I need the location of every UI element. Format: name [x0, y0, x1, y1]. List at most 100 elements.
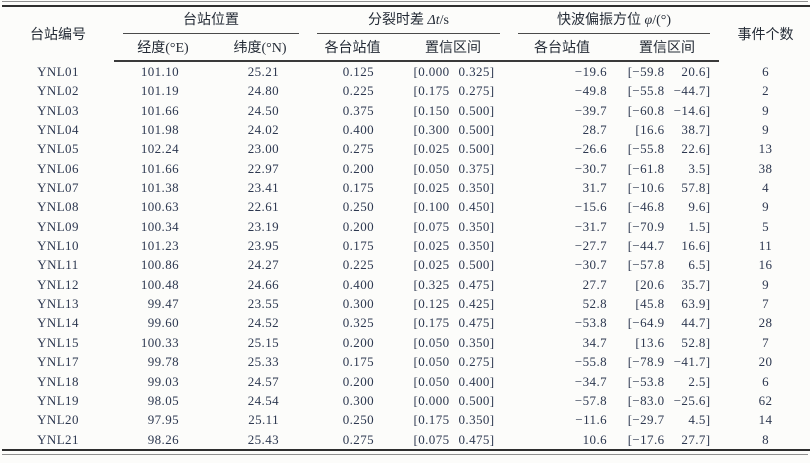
phi-interval-upper: 4.5]: [673, 410, 711, 429]
col-header-phi-station-value: 各台站值: [509, 34, 616, 62]
phi-confidence-interval-cell: [20.6 35.7]: [615, 275, 719, 294]
dt-confidence-interval-cell: [0.025 0.500]: [397, 255, 509, 274]
dt-confidence-interval-cell: [0.025 0.500]: [397, 139, 509, 158]
latitude-cell: 23.95: [247, 238, 279, 254]
dt-confidence-interval-cell: [0.050 0.400]: [397, 372, 509, 391]
phi-confidence-interval-cell: [−60.8 −14.6]: [615, 101, 719, 120]
dt-interval: [0.075 0.350]: [412, 217, 495, 236]
dt-interval-upper: 0.475]: [457, 275, 495, 294]
table-frame: 台站编号 台站位置 分裂时差 Δt/s 快波偏振方位 φ/(°) 事件个数 经度…: [2, 1, 810, 455]
dt-confidence-interval-cell: [0.025 0.350]: [397, 178, 509, 197]
event-count-cell: 9: [762, 199, 769, 215]
open-bracket: [: [413, 392, 419, 408]
phi-interval-upper: −41.7]: [673, 352, 711, 371]
dt-confidence-interval-cell: [0.175 0.475]: [397, 313, 509, 332]
open-bracket: [: [413, 431, 419, 447]
phi-lower-value: 20.6: [640, 276, 665, 292]
latitude-cell: 23.41: [247, 180, 279, 196]
table-row: YNL15 100.33 25.15 0.200 [0.050 0.350] 34…: [2, 333, 810, 352]
dt-upper-value: 0.500: [458, 141, 490, 157]
phi-lower-value: −59.8: [632, 64, 665, 79]
dt-interval-upper: 0.400]: [457, 372, 495, 391]
latitude-cell: 24.50: [247, 102, 279, 118]
phi-confidence-interval-cell: [−10.6 57.8]: [615, 178, 719, 197]
phi-upper-value: 4.5: [688, 412, 706, 428]
event-count-cell: 16: [758, 257, 773, 273]
dt-interval-lower: [0.025: [412, 255, 450, 274]
group-label-location: 台站位置: [123, 9, 299, 34]
phi-interval-lower: [16.6: [624, 120, 665, 139]
table-row: YNL02 101.19 24.80 0.225 [0.175 0.275] −4…: [2, 81, 810, 100]
phi-interval-lower: [20.6: [624, 275, 665, 294]
dt-interval-lower: [0.050: [412, 352, 450, 371]
event-count-cell: 13: [758, 141, 773, 157]
dt-interval-upper: 0.475]: [457, 313, 495, 332]
phi-confidence-interval-cell: [−78.9 −41.7]: [615, 352, 719, 371]
table-row: YNL08 100.63 22.61 0.250 [0.100 0.450] −1…: [2, 197, 810, 216]
table-row: YNL20 97.95 25.11 0.250 [0.175 0.350] −11…: [2, 410, 810, 429]
phi-interval-lower: [−17.6: [624, 430, 665, 449]
event-count-cell: 8: [762, 431, 769, 447]
phi-upper-value: −44.7: [673, 83, 706, 99]
close-bracket: ]: [705, 276, 711, 292]
dt-interval: [0.050 0.275]: [412, 352, 495, 371]
dt-interval-lower: [0.150: [412, 101, 450, 120]
phi-interval-upper: 52.8]: [673, 333, 711, 352]
phi-interval-upper: 63.9]: [673, 294, 711, 313]
close-bracket: ]: [489, 354, 495, 370]
close-bracket: ]: [705, 160, 711, 176]
dt-interval-upper: 0.500]: [457, 120, 495, 139]
dt-value-cell: 0.375: [342, 102, 374, 118]
dt-confidence-interval-cell: [0.000 0.500]: [397, 391, 509, 410]
phi-interval-upper: −25.6]: [673, 391, 711, 410]
phi-interval: [−53.8 2.5]: [624, 372, 711, 391]
phi-confidence-interval-cell: [45.8 63.9]: [615, 294, 719, 313]
phi-confidence-interval-cell: [−17.6 27.7]: [615, 430, 719, 450]
close-bracket: ]: [489, 257, 495, 273]
dt-value-cell: 0.200: [342, 373, 374, 389]
dt-interval-upper: 0.350]: [457, 217, 495, 236]
phi-symbol: φ: [644, 13, 653, 28]
dt-interval-lower: [0.300: [412, 120, 450, 139]
phi-interval-lower: [−70.9: [624, 217, 665, 236]
latitude-cell: 23.19: [247, 218, 279, 234]
phi-upper-value: 52.8: [681, 334, 706, 350]
phi-interval: [13.6 52.8]: [624, 333, 711, 352]
phi-upper-value: 44.7: [681, 315, 706, 331]
group-label-fast-polarization: 快波偏振方位 φ/(°): [518, 9, 711, 34]
phi-interval-lower: [−53.8: [624, 372, 665, 391]
phi-confidence-interval-cell: [13.6 52.8]: [615, 333, 719, 352]
dt-interval: [0.300 0.500]: [412, 120, 495, 139]
longitude-cell: 99.78: [147, 354, 179, 370]
latitude-cell: 24.52: [247, 315, 279, 331]
dt-interval-upper: 0.500]: [457, 101, 495, 120]
dt-confidence-interval-cell: [0.075 0.475]: [397, 430, 509, 450]
dt-lower-value: 0.175: [418, 315, 450, 331]
table-body: YNL01 101.10 25.21 0.125 [0.000 0.325] −1…: [2, 61, 810, 450]
dt-lower-value: 0.125: [418, 296, 450, 312]
open-bracket: [: [413, 334, 419, 350]
dt-interval-upper: 0.475]: [457, 430, 495, 449]
phi-value-cell: −19.6: [574, 64, 608, 79]
dt-interval: [0.100 0.450]: [412, 197, 495, 216]
phi-value-cell: 31.7: [582, 180, 608, 196]
phi-confidence-interval-cell: [−55.8 22.6]: [615, 139, 719, 158]
longitude-cell: 101.66: [140, 102, 179, 118]
longitude-cell: 101.19: [140, 83, 179, 99]
phi-value-cell: 28.7: [582, 122, 608, 138]
station-id-cell: YNL02: [37, 83, 79, 99]
phi-interval-lower: [−55.8: [624, 81, 665, 100]
phi-value-cell: 27.7: [582, 276, 608, 292]
splitting-parameters-table: 台站编号 台站位置 分裂时差 Δt/s 快波偏振方位 φ/(°) 事件个数 经度…: [2, 5, 810, 451]
station-id-cell: YNL05: [37, 141, 79, 157]
close-bracket: ]: [705, 218, 711, 234]
dt-group-text: 分裂时差: [368, 13, 428, 28]
dt-interval-lower: [0.050: [412, 372, 450, 391]
phi-interval: [16.6 38.7]: [624, 120, 711, 139]
phi-interval-lower: [−55.8: [624, 139, 665, 158]
phi-confidence-interval-cell: [−57.8 6.5]: [615, 255, 719, 274]
phi-value-cell: −11.6: [575, 412, 608, 428]
table-row: YNL12 100.48 24.66 0.400 [0.325 0.475] 27…: [2, 275, 810, 294]
dt-confidence-interval-cell: [0.300 0.500]: [397, 120, 509, 139]
dt-lower-value: 0.050: [418, 334, 450, 350]
